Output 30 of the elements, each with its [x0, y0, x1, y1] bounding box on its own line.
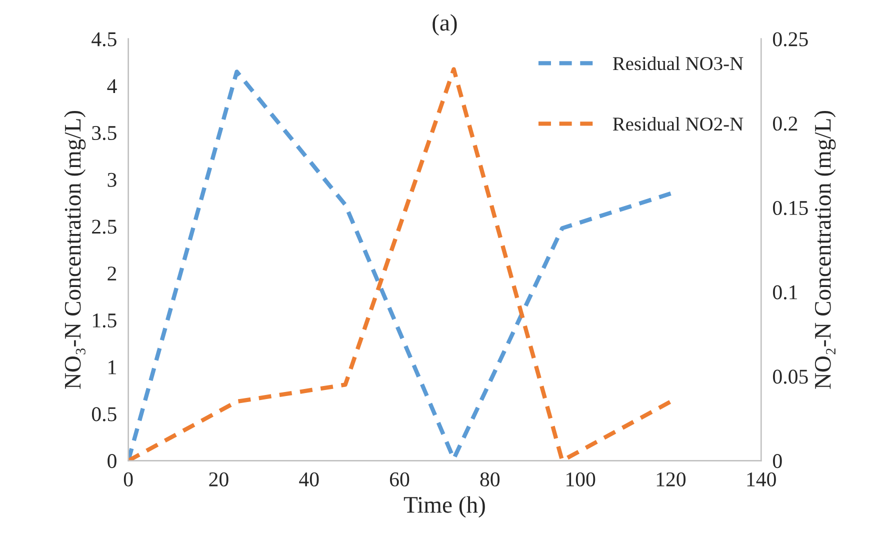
legend-label: Residual NO2-N: [612, 117, 744, 131]
y-tick-label: 3.5: [92, 126, 116, 140]
y2-tick-label: 0.05: [773, 370, 808, 384]
y2-tick-label: 0.15: [773, 200, 808, 216]
x-tick-label: 120: [656, 472, 686, 486]
y-tick-label: 3: [108, 172, 116, 187]
legend-label: Residual NO3-N: [612, 56, 744, 70]
y2-tick-label: 0: [773, 454, 782, 468]
x-axis-title: Time (h): [404, 496, 485, 518]
y-tick-label: 4: [107, 79, 117, 93]
y2-axis-title: NO₂-N Concentration (mg/L): [814, 110, 836, 389]
y-tick-label: 1: [108, 360, 116, 374]
y-axis-title: NO₃-N Concentration (mg/L): [64, 110, 86, 389]
y-tick-label: 0.5: [92, 407, 116, 422]
y-tick-label: 2: [108, 266, 116, 280]
y-tick-label: 1.5: [93, 314, 116, 328]
x-tick-label: 100: [566, 472, 596, 486]
x-tick-label: 40: [299, 472, 319, 486]
y2-tick-label: 0.25: [773, 32, 808, 46]
chart-title: (a): [432, 14, 457, 36]
y-tick-label: 4.5: [92, 32, 116, 46]
x-tick-label: 60: [390, 472, 410, 486]
x-tick-label: 80: [480, 472, 500, 486]
y-tick-label: 2.5: [92, 220, 116, 234]
x-tick-label: 20: [209, 472, 228, 486]
x-tick-label: 140: [747, 472, 776, 486]
y2-tick-label: 0.1: [773, 285, 798, 300]
x-tick-label: 0: [124, 472, 133, 486]
y-tick-label: 0: [108, 454, 116, 468]
y2-tick-label: 0.2: [773, 116, 798, 131]
